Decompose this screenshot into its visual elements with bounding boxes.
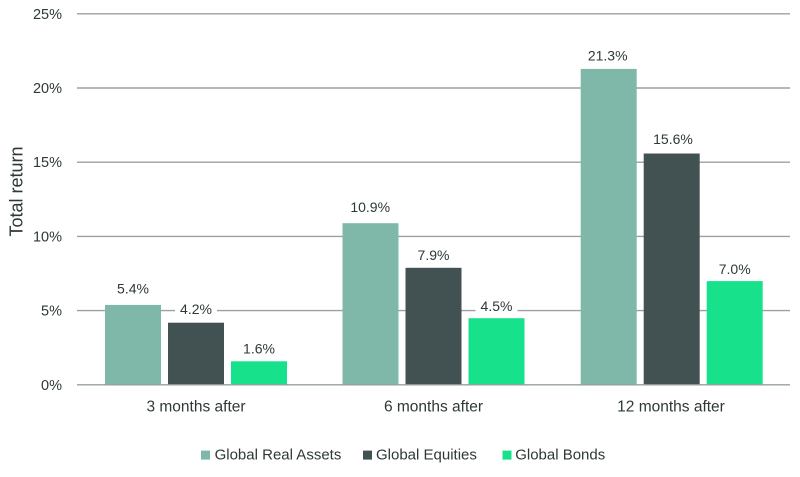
svg-text:15.6%: 15.6% [653, 131, 693, 147]
svg-text:5%: 5% [41, 304, 62, 320]
svg-text:3 months after: 3 months after [146, 398, 245, 415]
svg-text:4.2%: 4.2% [180, 301, 212, 317]
svg-text:15%: 15% [33, 155, 62, 171]
svg-text:4.5%: 4.5% [481, 298, 513, 314]
svg-text:6 months after: 6 months after [384, 398, 483, 415]
svg-text:25%: 25% [33, 7, 62, 23]
svg-text:Global Real Assets: Global Real Assets [215, 447, 342, 464]
svg-text:0%: 0% [41, 378, 62, 394]
svg-text:Global Bonds: Global Bonds [515, 447, 605, 464]
svg-text:21.3%: 21.3% [588, 47, 628, 63]
svg-text:10.9%: 10.9% [350, 199, 390, 215]
svg-text:1.6%: 1.6% [243, 340, 275, 356]
svg-text:10%: 10% [33, 229, 62, 245]
svg-text:20%: 20% [33, 81, 62, 97]
svg-text:Global Equities: Global Equities [376, 447, 477, 464]
svg-text:7.9%: 7.9% [418, 247, 450, 263]
svg-text:Total return: Total return [7, 146, 27, 236]
svg-text:5.4%: 5.4% [117, 280, 149, 296]
svg-text:12 months after: 12 months after [617, 398, 725, 415]
svg-text:7.0%: 7.0% [719, 261, 751, 277]
